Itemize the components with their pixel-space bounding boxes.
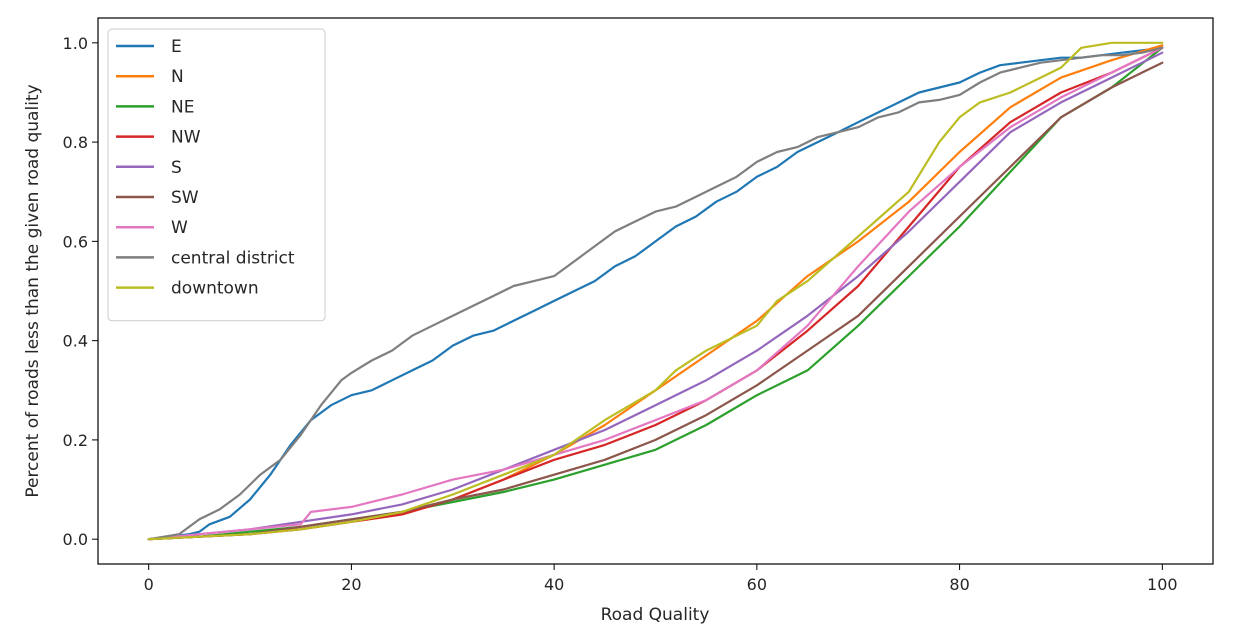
legend-label: central district bbox=[171, 248, 295, 268]
x-tick-label: 0 bbox=[144, 575, 154, 594]
series-layer bbox=[147, 41, 1164, 541]
y-tick-label: 0.6 bbox=[63, 232, 88, 251]
x-tick-label: 40 bbox=[544, 575, 564, 594]
y-tick-label: 0.0 bbox=[63, 530, 88, 549]
x-axis-title: Road Quality bbox=[601, 605, 710, 625]
y-axis-title: Percent of roads less than the given roa… bbox=[23, 84, 43, 497]
x-tick-label: 60 bbox=[747, 575, 767, 594]
y-axis: 0.0 0.2 0.4 0.6 0.8 1.0 bbox=[63, 34, 98, 549]
plot-frame bbox=[97, 17, 1214, 565]
legend-label: SW bbox=[171, 188, 199, 208]
x-axis: 0 20 40 60 80 100 bbox=[144, 564, 1178, 594]
legend-label: E bbox=[171, 37, 182, 57]
legend-frame bbox=[107, 28, 326, 322]
legend-label: N bbox=[171, 67, 184, 87]
y-tick-label: 0.2 bbox=[63, 431, 88, 450]
legend-label: NE bbox=[171, 97, 194, 117]
series-line-central-district bbox=[147, 46, 1164, 541]
series-line-downtown bbox=[147, 41, 1164, 541]
legend-label: downtown bbox=[171, 279, 259, 299]
y-tick-label: 0.8 bbox=[63, 133, 88, 152]
x-tick-label: 20 bbox=[341, 575, 361, 594]
legend-label: W bbox=[171, 218, 188, 238]
series-line-s bbox=[147, 51, 1164, 541]
x-tick-label: 100 bbox=[1147, 575, 1178, 594]
x-tick-label: 80 bbox=[949, 575, 969, 594]
legend-label: NW bbox=[171, 128, 201, 148]
legend-label: S bbox=[171, 158, 182, 178]
series-line-w bbox=[147, 46, 1164, 541]
y-tick-label: 1.0 bbox=[63, 34, 88, 53]
series-line-e bbox=[147, 46, 1164, 541]
y-tick-label: 0.4 bbox=[63, 332, 88, 351]
series-line-sw bbox=[147, 61, 1164, 541]
